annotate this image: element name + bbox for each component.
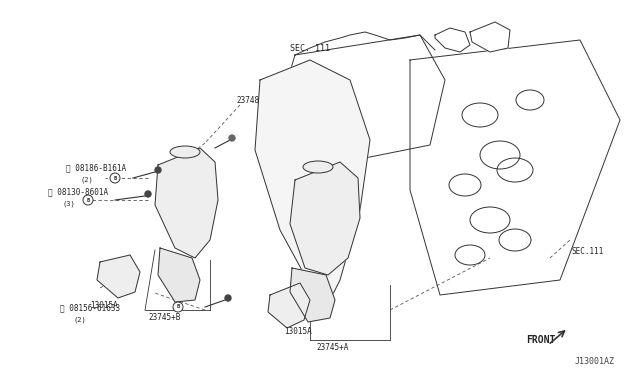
Text: B: B [86, 198, 90, 202]
Text: 13015A: 13015A [90, 301, 118, 310]
Polygon shape [268, 283, 310, 328]
Text: B: B [177, 305, 180, 310]
Polygon shape [410, 40, 620, 295]
Polygon shape [280, 35, 445, 170]
Text: 23748: 23748 [236, 96, 259, 105]
Circle shape [155, 167, 161, 173]
Text: Ⓑ 08156-61633: Ⓑ 08156-61633 [60, 304, 120, 312]
Text: Ⓑ 08130-8601A: Ⓑ 08130-8601A [48, 187, 108, 196]
Text: Ⓑ 08186-B161A: Ⓑ 08186-B161A [66, 164, 126, 173]
Ellipse shape [170, 146, 200, 158]
Polygon shape [255, 60, 370, 300]
Text: 13015A: 13015A [284, 327, 312, 337]
Ellipse shape [303, 161, 333, 173]
Text: 23745+A: 23745+A [316, 343, 348, 353]
Polygon shape [470, 22, 510, 52]
Text: J13001AZ: J13001AZ [575, 357, 615, 366]
Text: SEC.111: SEC.111 [572, 247, 604, 257]
Polygon shape [290, 268, 335, 322]
Text: FRONT: FRONT [526, 335, 556, 345]
Text: (2): (2) [73, 317, 86, 323]
Polygon shape [97, 255, 140, 298]
Circle shape [145, 191, 151, 197]
Text: (2): (2) [80, 177, 93, 183]
Text: B: B [113, 176, 116, 180]
Text: SEC. 111: SEC. 111 [290, 44, 330, 52]
Circle shape [110, 173, 120, 183]
Text: (3): (3) [62, 201, 75, 207]
Polygon shape [290, 162, 360, 275]
Polygon shape [158, 248, 200, 302]
Circle shape [229, 135, 235, 141]
Polygon shape [155, 148, 218, 258]
Circle shape [173, 302, 183, 312]
Polygon shape [435, 28, 470, 52]
Text: 23745+B: 23745+B [148, 314, 180, 323]
Circle shape [83, 195, 93, 205]
Circle shape [225, 295, 231, 301]
